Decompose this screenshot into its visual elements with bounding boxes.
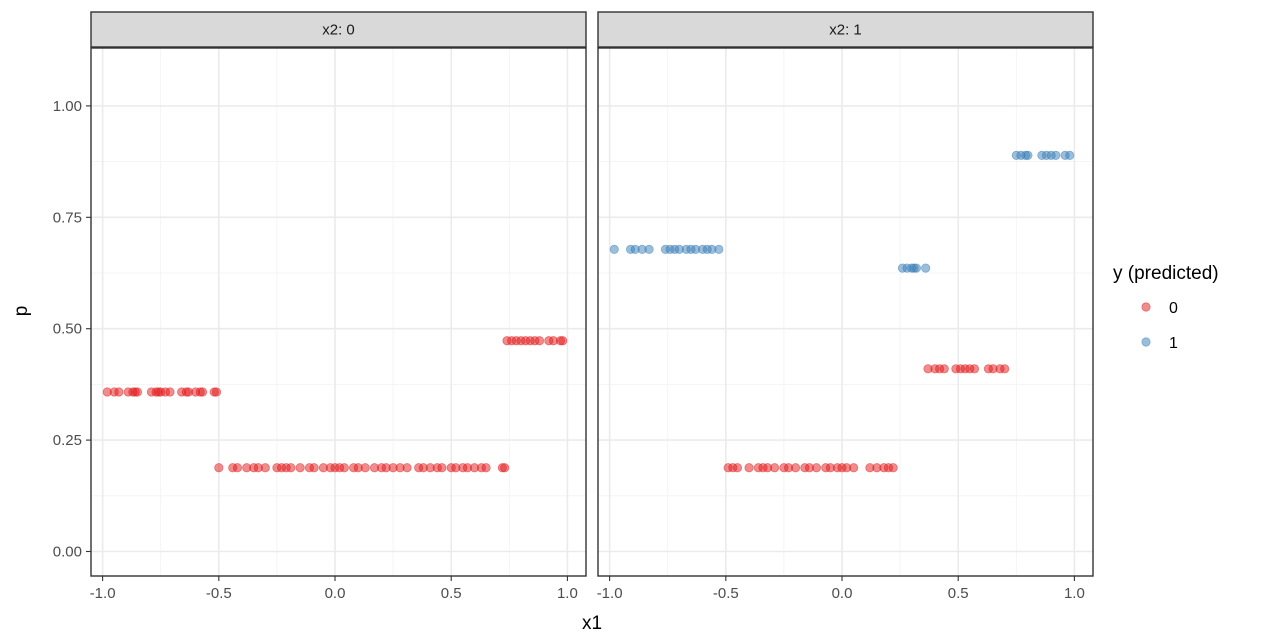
data-point	[609, 244, 619, 254]
panel-background	[598, 48, 1093, 576]
data-point	[732, 463, 743, 473]
legend-title: y (predicted)	[1113, 263, 1219, 284]
legend-item-1: 1	[1141, 335, 1178, 352]
legend-label: 0	[1169, 300, 1178, 317]
x-tick-label: 0.5	[948, 585, 969, 602]
panel-border	[90, 47, 587, 577]
y-tick-label: 0.75	[53, 209, 82, 226]
data-point	[911, 263, 921, 273]
data-point	[714, 244, 724, 254]
facet-strip	[597, 11, 1094, 48]
data-point	[500, 463, 510, 473]
data-point	[232, 463, 243, 473]
data-point	[969, 364, 980, 374]
y-tick-label: 0.50	[53, 321, 82, 338]
data-point	[744, 463, 754, 473]
data-point	[481, 463, 491, 473]
data-point	[811, 463, 822, 473]
data-point	[849, 463, 859, 473]
data-point	[165, 387, 175, 397]
legend-item-0: 0	[1141, 300, 1178, 317]
legend-label: 1	[1169, 335, 1178, 352]
data-point	[921, 263, 931, 273]
data-point	[644, 244, 654, 254]
x-tick-label: 0.0	[832, 585, 853, 602]
data-point	[360, 463, 370, 473]
data-point	[1065, 150, 1075, 160]
series-0	[102, 336, 568, 473]
facet-panel-0: x2: 0 -1.0 -0.5 0.0 0.5 1.0 0.00 0.25 0.50 0.75 1.…	[53, 11, 587, 602]
data-point	[260, 463, 270, 473]
data-point	[790, 463, 801, 473]
legend-key	[1141, 337, 1151, 347]
x-tick-label: 1.0	[557, 585, 578, 602]
facet-panel-1: x2: 1 -1.0 -0.5 0.0 0.5 1.0	[597, 11, 1094, 602]
data-point	[437, 463, 447, 473]
series-1	[609, 150, 1075, 273]
data-point	[211, 387, 222, 397]
data-point	[1023, 150, 1033, 160]
data-point	[1000, 364, 1010, 374]
data-point	[309, 463, 319, 473]
data-point	[1051, 150, 1061, 160]
facet-strip-label: x2: 1	[829, 22, 862, 39]
x-tick-label: 0.0	[325, 585, 346, 602]
x-tick-label: -1.0	[90, 585, 116, 602]
x-axis-title: x1	[582, 613, 602, 634]
facet-strip	[90, 11, 587, 48]
data-point	[402, 463, 412, 473]
y-tick-label: 1.00	[53, 98, 82, 115]
x-tick-label: -0.5	[206, 585, 232, 602]
panel-background	[91, 48, 586, 576]
data-point	[214, 463, 224, 473]
x-tick-label: -0.5	[713, 585, 739, 602]
data-point	[534, 336, 545, 346]
y-tick-label: 0.00	[53, 543, 82, 560]
data-point	[339, 463, 349, 473]
data-point	[558, 336, 568, 346]
legend: y (predicted) 0 1	[1113, 263, 1219, 352]
data-point	[770, 463, 780, 473]
x-tick-label: 0.5	[441, 585, 462, 602]
facet-panels: x2: 0 -1.0 -0.5 0.0 0.5 1.0 0.00 0.25 0.50 0.75 1.…	[53, 11, 1094, 602]
data-point	[286, 463, 296, 473]
y-tick-label: 0.25	[53, 432, 82, 449]
y-axis-title: p	[11, 306, 32, 317]
series-0	[723, 364, 1010, 473]
data-point	[888, 463, 898, 473]
legend-key	[1141, 302, 1151, 312]
panel-border	[597, 47, 1094, 577]
data-point	[295, 463, 305, 473]
data-point	[114, 387, 124, 397]
data-point	[132, 387, 143, 397]
x-tick-label: -1.0	[597, 585, 623, 602]
x-tick-label: 1.0	[1064, 585, 1085, 602]
facet-strip-label: x2: 0	[322, 22, 355, 39]
data-point	[939, 364, 949, 374]
data-point	[197, 387, 208, 397]
